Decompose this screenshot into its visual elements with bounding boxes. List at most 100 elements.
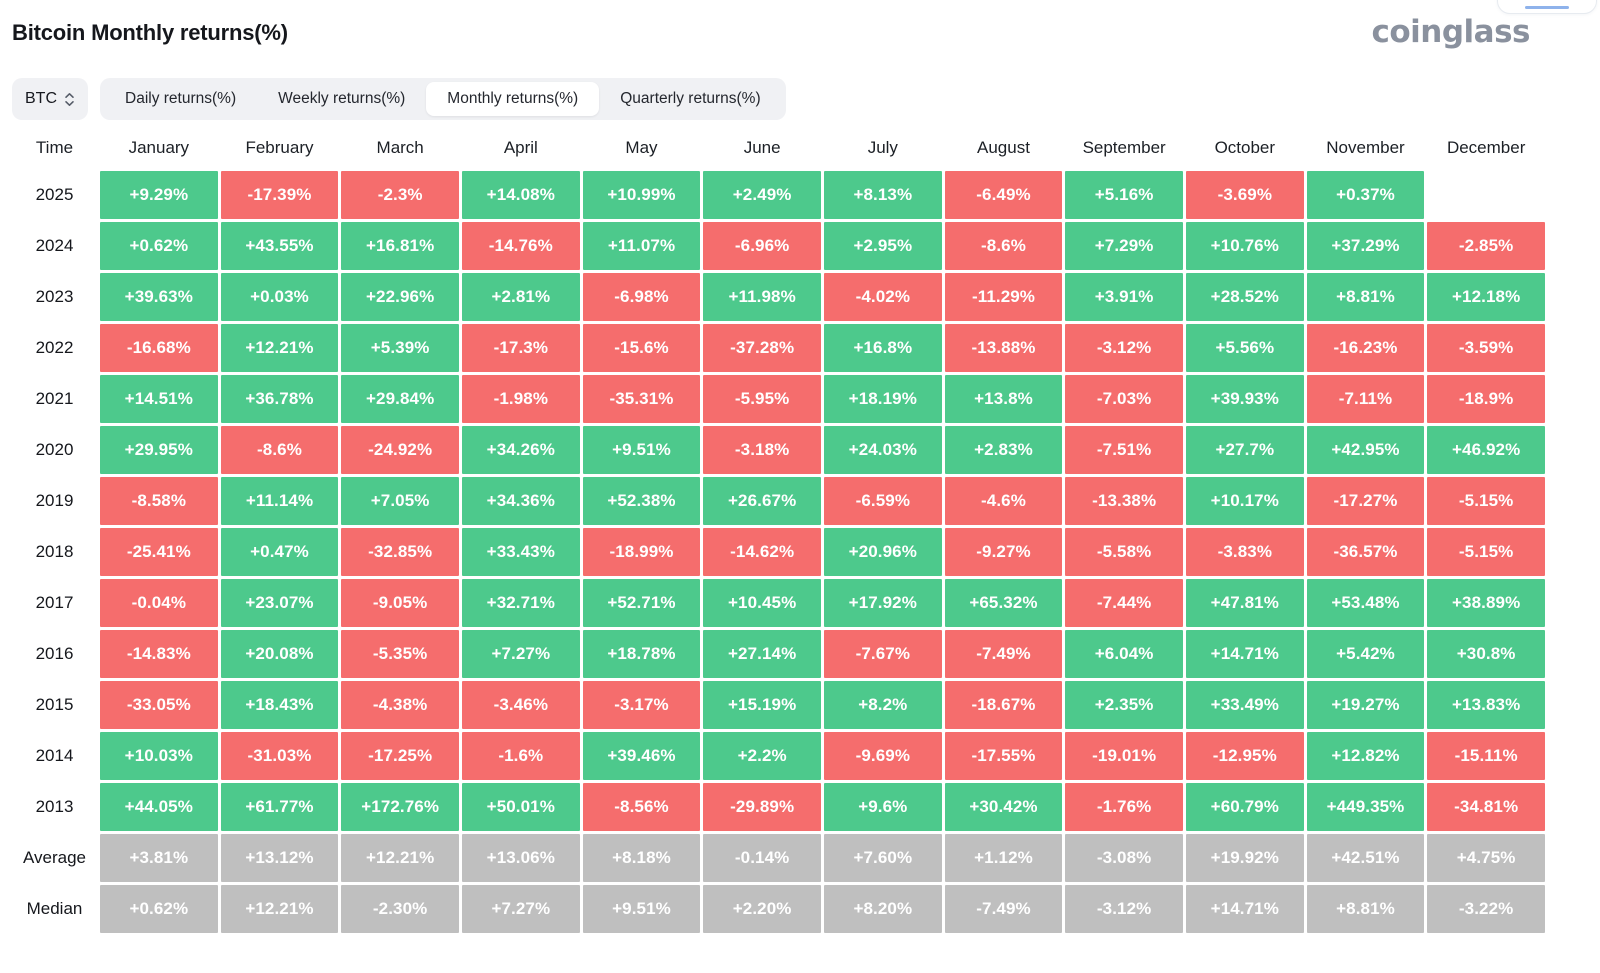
return-cell: +37.29%	[1306, 222, 1425, 270]
return-cell: +2.49%	[703, 171, 821, 219]
column-header-may: May	[625, 138, 658, 157]
return-cell: +12.21%	[220, 885, 339, 933]
return-cell: -9.27%	[944, 528, 1063, 576]
return-cell: +44.05%	[100, 783, 218, 831]
return-cell: +13.8%	[944, 375, 1063, 423]
return-cell: -0.04%	[100, 579, 218, 627]
row-label-2020: 2020	[35, 440, 74, 459]
return-cell: +61.77%	[220, 783, 339, 831]
return-cell: -24.92%	[341, 426, 459, 474]
return-cell: +34.36%	[461, 477, 580, 525]
return-cell: +20.08%	[220, 630, 339, 678]
return-cell: +2.83%	[944, 426, 1063, 474]
return-cell: -3.59%	[1427, 324, 1545, 372]
return-cell: +14.51%	[100, 375, 218, 423]
return-cell: -3.12%	[1065, 885, 1183, 933]
return-cell: -5.15%	[1427, 528, 1545, 576]
row-label-2016: 2016	[35, 644, 74, 663]
clipped-topright-button[interactable]	[1497, 0, 1597, 14]
return-cell: +1.12%	[944, 834, 1063, 882]
return-cell: -2.85%	[1427, 222, 1545, 270]
return-cell: -14.76%	[461, 222, 580, 270]
return-cell: -1.6%	[461, 732, 580, 780]
return-cell: -11.29%	[944, 273, 1063, 321]
return-cell: +7.27%	[461, 885, 580, 933]
return-cell: +7.29%	[1065, 222, 1183, 270]
row-label-2022: 2022	[35, 338, 74, 357]
return-cell: +2.95%	[823, 222, 942, 270]
return-cell: -31.03%	[220, 732, 339, 780]
return-cell: -17.55%	[944, 732, 1063, 780]
return-cell: +42.51%	[1306, 834, 1425, 882]
controls-bar: BTC Daily returns(%) Weekly returns(%) Mon…	[12, 78, 786, 120]
return-cell: -16.68%	[100, 324, 218, 372]
return-cell: +22.96%	[341, 273, 459, 321]
return-cell: +14.08%	[461, 171, 580, 219]
return-cell: +9.51%	[582, 885, 701, 933]
return-cell: -34.81%	[1427, 783, 1545, 831]
return-cell: -3.08%	[1065, 834, 1183, 882]
return-cell: -18.99%	[582, 528, 701, 576]
return-cell: -17.25%	[341, 732, 459, 780]
return-cell: +12.18%	[1427, 273, 1545, 321]
return-cell: +38.89%	[1427, 579, 1545, 627]
return-cell: +10.45%	[703, 579, 821, 627]
tab-weekly-returns[interactable]: Weekly returns(%)	[257, 82, 426, 116]
return-cell: +30.8%	[1427, 630, 1545, 678]
return-cell: -13.38%	[1065, 477, 1183, 525]
return-cell: +33.43%	[461, 528, 580, 576]
return-cell: +32.71%	[461, 579, 580, 627]
return-cell: +7.05%	[341, 477, 459, 525]
return-cell: +15.19%	[703, 681, 821, 729]
return-cell: +23.07%	[220, 579, 339, 627]
tab-daily-returns[interactable]: Daily returns(%)	[104, 82, 257, 116]
return-cell: -3.22%	[1427, 885, 1545, 933]
return-cell: +13.83%	[1427, 681, 1545, 729]
return-cell: -3.46%	[461, 681, 580, 729]
return-cell: -5.35%	[341, 630, 459, 678]
return-cell: +36.78%	[220, 375, 339, 423]
return-cell: +8.81%	[1306, 273, 1425, 321]
return-cell: +3.81%	[100, 834, 218, 882]
return-cell: +7.60%	[823, 834, 942, 882]
tab-quarterly-returns[interactable]: Quarterly returns(%)	[599, 82, 781, 116]
tab-monthly-returns[interactable]: Monthly returns(%)	[426, 82, 600, 116]
symbol-select[interactable]: BTC	[12, 78, 88, 120]
return-cell: -7.11%	[1306, 375, 1425, 423]
return-cell: +12.21%	[341, 834, 459, 882]
return-cell: -7.67%	[823, 630, 942, 678]
return-cell: -4.02%	[823, 273, 942, 321]
return-cell: +8.20%	[823, 885, 942, 933]
return-cell: -7.49%	[944, 630, 1063, 678]
column-header-july: July	[867, 138, 898, 157]
return-cell: +34.26%	[461, 426, 580, 474]
row-label-2014: 2014	[35, 746, 74, 765]
return-cell: +53.48%	[1306, 579, 1425, 627]
return-cell: +29.84%	[341, 375, 459, 423]
column-header-time: Time	[35, 138, 74, 157]
return-cell: +4.75%	[1427, 834, 1545, 882]
return-cell: +24.03%	[823, 426, 942, 474]
return-cell: -6.59%	[823, 477, 942, 525]
return-cell: -35.31%	[582, 375, 701, 423]
return-cell: +19.92%	[1185, 834, 1304, 882]
return-cell: +3.91%	[1065, 273, 1183, 321]
column-header-august: August	[977, 138, 1030, 157]
return-cell: -8.56%	[582, 783, 701, 831]
return-cell: +2.2%	[703, 732, 821, 780]
return-cell: +8.81%	[1306, 885, 1425, 933]
return-cell: -3.12%	[1065, 324, 1183, 372]
return-cell: +5.16%	[1065, 171, 1183, 219]
symbol-select-value: BTC	[25, 90, 57, 107]
return-cell: +5.39%	[341, 324, 459, 372]
return-cell: -4.38%	[341, 681, 459, 729]
return-cell: -2.3%	[341, 171, 459, 219]
return-cell: +39.63%	[100, 273, 218, 321]
return-cell: -3.17%	[582, 681, 701, 729]
return-cell: +0.37%	[1306, 171, 1425, 219]
return-cell: +60.79%	[1185, 783, 1304, 831]
return-cell: -19.01%	[1065, 732, 1183, 780]
return-cell: -4.6%	[944, 477, 1063, 525]
return-cell: +0.62%	[100, 885, 218, 933]
column-header-january: January	[128, 138, 190, 157]
